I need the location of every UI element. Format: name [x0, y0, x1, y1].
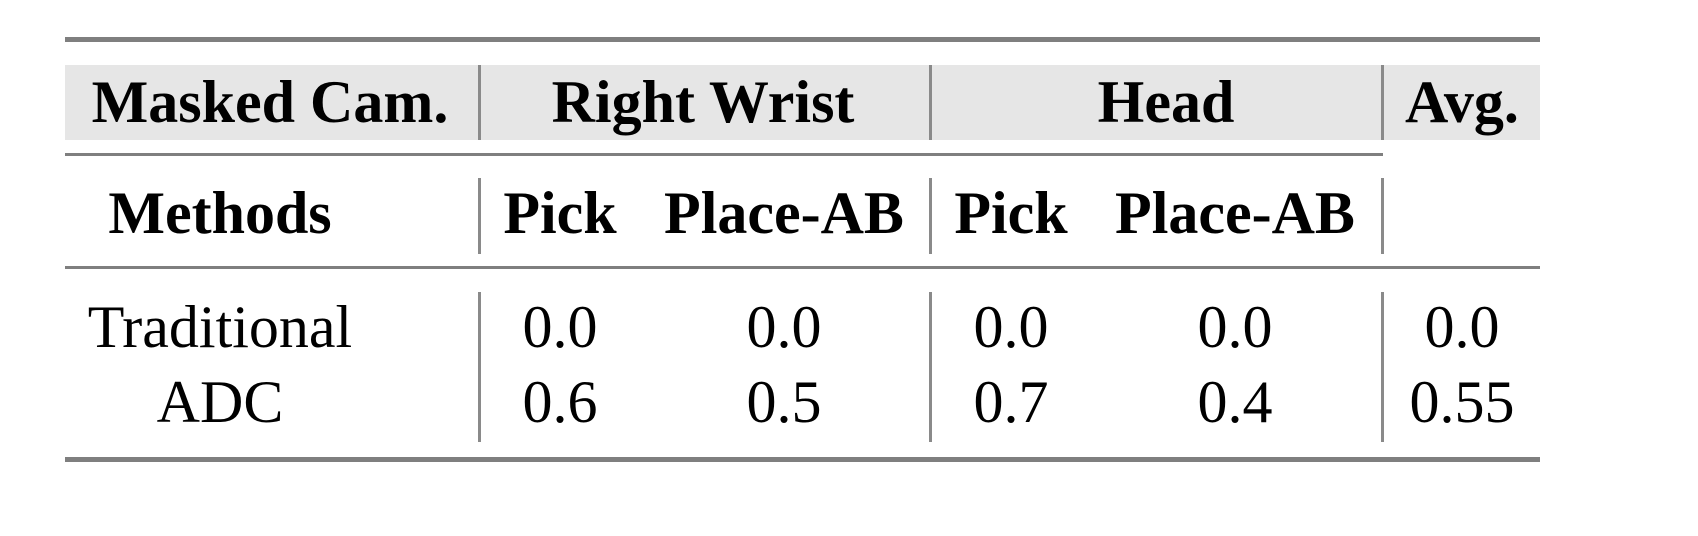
subheader-place-ab: Place-AB: [664, 180, 904, 246]
header-avg: Avg.: [1405, 69, 1519, 135]
cell-value: 0.6: [522, 369, 598, 435]
cell-value: 0.5: [746, 369, 822, 435]
method-name: ADC: [156, 369, 284, 435]
column-divider: [929, 292, 932, 442]
column-divider: [929, 65, 932, 140]
cell-value: 0.0: [746, 294, 822, 360]
column-divider: [478, 65, 481, 140]
cell-avg: 0.0: [1424, 294, 1500, 360]
header-rule: [65, 266, 1540, 269]
cell-avg: 0.55: [1409, 369, 1515, 435]
cell-value: 0.0: [973, 294, 1049, 360]
column-divider: [929, 178, 932, 254]
column-divider: [478, 292, 481, 442]
mid-rule: [65, 153, 1383, 156]
top-rule: [65, 37, 1540, 42]
cell-value: 0.0: [522, 294, 598, 360]
cell-value: 0.4: [1197, 369, 1273, 435]
header-masked-cam: Masked Cam.: [91, 69, 449, 135]
subheader-pick: Pick: [503, 180, 617, 246]
cell-value: 0.0: [1197, 294, 1273, 360]
cell-value: 0.7: [973, 369, 1049, 435]
column-divider: [478, 178, 481, 254]
header-right-wrist: Right Wrist: [551, 69, 855, 135]
header-methods: Methods: [108, 180, 332, 246]
header-head: Head: [1097, 69, 1235, 135]
column-divider: [1381, 65, 1384, 140]
bottom-rule: [65, 457, 1540, 462]
column-divider: [1381, 178, 1384, 254]
header-background: [65, 65, 1540, 140]
subheader-pick: Pick: [954, 180, 1068, 246]
subheader-place-ab: Place-AB: [1115, 180, 1355, 246]
method-name: Traditional: [87, 294, 353, 360]
column-divider: [1381, 292, 1384, 442]
